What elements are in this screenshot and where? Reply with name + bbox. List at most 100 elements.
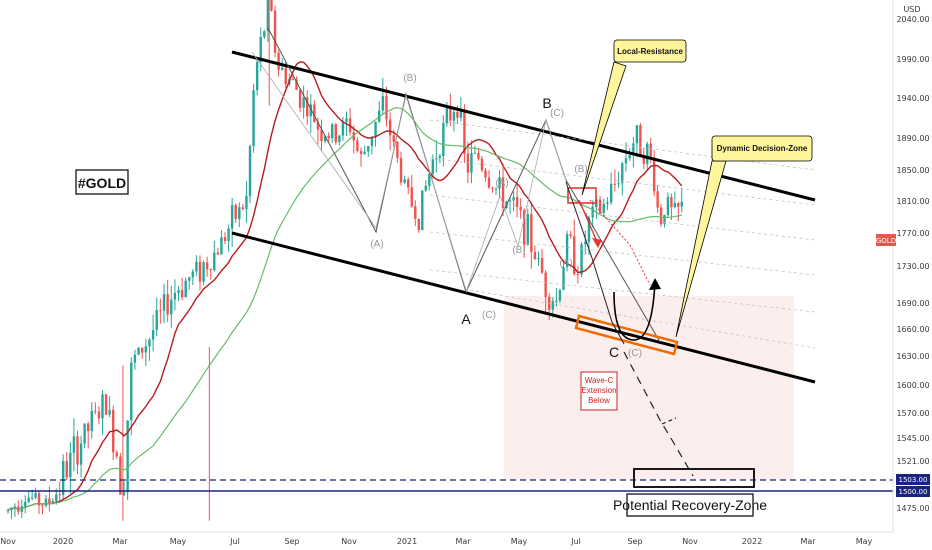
level-flag-1500 <box>896 486 930 497</box>
local-resistance-callout <box>613 39 687 63</box>
candle-body <box>155 310 158 331</box>
candle-body <box>523 210 526 245</box>
recovery-zone-box <box>633 468 755 488</box>
wave-label-minor: (B) <box>403 73 416 84</box>
candle-body <box>377 110 381 122</box>
x-tick-label: Nov <box>341 537 357 546</box>
candle-body <box>198 261 202 282</box>
candle-body <box>487 177 491 188</box>
arrow-head <box>649 278 661 290</box>
candle-body <box>216 252 220 255</box>
candle-body <box>234 205 237 220</box>
candle-body <box>205 262 209 270</box>
y-tick-label: 1990.00 <box>896 55 929 64</box>
candle-body <box>227 228 230 241</box>
extension-dashed <box>623 351 694 477</box>
candle-body <box>37 493 41 506</box>
wave-label-minor: (A) <box>559 258 572 269</box>
candle-body <box>27 497 30 502</box>
level-label-1503: 1503.00 <box>899 476 928 484</box>
candle-body <box>624 158 628 164</box>
x-tick-label: 2022 <box>742 537 762 546</box>
candle-body <box>407 179 410 188</box>
candle-body <box>291 79 295 81</box>
wave-label-minor: (B) <box>512 245 525 256</box>
candle-body <box>363 151 366 155</box>
channel-mid-line <box>429 269 816 313</box>
candle-body <box>501 177 505 208</box>
candle-body <box>367 145 370 152</box>
candle-body <box>41 505 44 507</box>
wave-label-c: C <box>609 344 619 360</box>
projection-line <box>565 181 625 345</box>
candle-body <box>442 123 445 157</box>
candle-body <box>90 410 93 431</box>
local-resistance-box <box>567 187 597 204</box>
wave-label-minor: (B) <box>574 164 587 175</box>
candle-body <box>338 135 341 143</box>
candle-body <box>551 301 554 310</box>
y-tick-label: 1630.00 <box>896 352 929 361</box>
candle-body <box>6 509 10 512</box>
channel-mid-line <box>429 231 816 276</box>
extension-label-line: Extension <box>581 386 616 395</box>
x-tick-label: Jul <box>229 537 240 546</box>
local-resistance-label: Local-Resistance <box>617 47 683 56</box>
candle-body <box>166 294 169 315</box>
candle-body <box>498 177 501 189</box>
y-tick-label: 1545.00 <box>896 434 929 443</box>
candle-body <box>519 206 522 211</box>
wave-label-minor: (C) <box>550 108 564 119</box>
candle-body <box>137 347 140 355</box>
candle-body <box>477 152 480 159</box>
x-tick-label: May <box>511 537 528 546</box>
candle-body <box>480 158 484 171</box>
candle-body <box>24 501 27 507</box>
candle-body <box>558 290 562 301</box>
wave-label-a: A <box>461 311 471 327</box>
level-label-1500: 1500.00 <box>899 488 928 496</box>
candle-body <box>512 197 515 201</box>
x-tick-label: May <box>170 537 187 546</box>
wave-subcount-line <box>465 118 567 293</box>
candle-body <box>83 423 86 444</box>
candle-body <box>388 119 392 136</box>
candle-body <box>424 185 427 191</box>
y-tick-label: 1890.00 <box>896 134 929 143</box>
wave-label-minor: (A) <box>370 239 383 250</box>
y-tick-label: 1660.00 <box>896 325 929 334</box>
candle-body <box>403 179 406 183</box>
candle-body <box>334 124 337 143</box>
candle-body <box>473 152 477 154</box>
candle-body <box>188 277 191 281</box>
candle-body <box>140 347 144 353</box>
channel-mid-line <box>429 157 816 206</box>
y-tick-label: 1475.00 <box>896 504 929 513</box>
candle-body <box>97 411 101 419</box>
candle-body <box>209 269 212 271</box>
candle-body <box>639 125 642 157</box>
candle-body <box>13 506 17 508</box>
candle-body <box>252 90 255 147</box>
candle-body <box>115 452 118 457</box>
candle-body <box>122 492 126 495</box>
x-tick-label: Jul <box>570 537 581 546</box>
candle-body <box>663 215 666 225</box>
candle-body <box>587 217 591 242</box>
candle-body <box>515 197 519 207</box>
candle-body <box>58 494 61 496</box>
recovery-label-box <box>626 493 754 517</box>
extension-label-line: Wave-C <box>585 376 614 385</box>
candle-body <box>30 497 34 499</box>
candle-body <box>526 214 529 245</box>
x-tick-label: Nov <box>682 537 698 546</box>
candle-body <box>316 122 320 130</box>
chart-title: #GOLD <box>78 175 126 191</box>
candle-body <box>530 214 533 252</box>
x-tick-label: Mar <box>800 537 816 546</box>
candle-body <box>494 188 498 190</box>
arrow-head <box>592 238 602 248</box>
candle-body <box>331 124 334 139</box>
candle-body <box>298 89 302 108</box>
